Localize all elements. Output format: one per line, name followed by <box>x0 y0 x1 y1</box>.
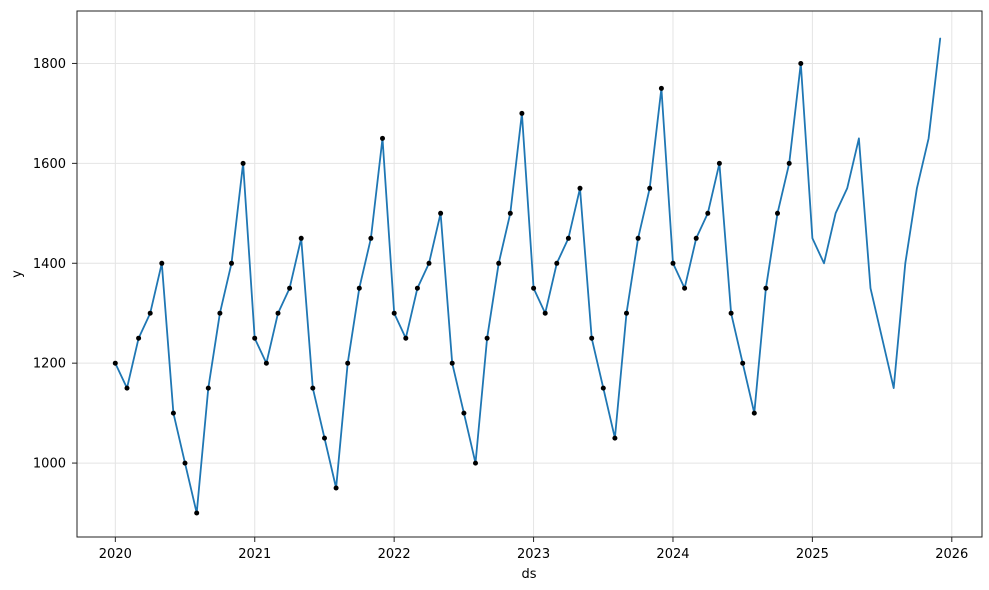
data-point-marker <box>798 61 804 66</box>
data-point-marker <box>670 260 676 266</box>
series-line <box>114 37 942 514</box>
x-tick-label: 2026 <box>935 547 968 562</box>
data-point-marker <box>763 285 769 291</box>
data-point-marker <box>775 210 780 216</box>
data-point-marker <box>298 235 304 241</box>
data-point-marker <box>786 160 792 166</box>
data-point-marker <box>275 310 281 316</box>
data-point-marker <box>170 410 176 416</box>
data-point-marker <box>658 85 664 91</box>
y-tick-label: 1200 <box>33 357 66 372</box>
x-tick-label: 2022 <box>378 547 411 562</box>
data-point-marker <box>716 160 722 166</box>
y-tick-label: 1000 <box>33 457 66 472</box>
plot-border <box>76 10 983 538</box>
data-point-marker <box>182 460 188 466</box>
data-point-marker <box>473 460 478 466</box>
data-point-marker <box>333 485 339 491</box>
data-point-marker <box>252 335 258 341</box>
data-point-marker <box>136 335 142 341</box>
data-point-marker <box>356 285 362 291</box>
x-tick-label: 2020 <box>99 547 132 562</box>
data-point-marker <box>322 435 327 441</box>
data-point-marker <box>229 260 234 266</box>
data-point-marker <box>240 160 246 166</box>
data-point-marker <box>705 210 711 216</box>
data-point-marker <box>194 510 200 516</box>
data-point-marker <box>287 285 293 291</box>
data-point-marker <box>647 185 653 191</box>
data-point-marker <box>205 385 211 391</box>
data-point-marker <box>159 260 165 266</box>
data-point-marker <box>496 260 502 266</box>
data-point-marker <box>624 310 629 316</box>
data-point-marker <box>740 360 746 366</box>
data-point-marker <box>438 210 444 216</box>
grid-layer <box>77 11 982 537</box>
data-point-marker <box>635 235 641 241</box>
x-tick-label: 2025 <box>796 547 829 562</box>
data-point-marker <box>449 360 455 366</box>
y-tick-label: 1600 <box>33 157 66 172</box>
data-point-marker <box>542 310 548 316</box>
data-point-marker <box>368 235 374 241</box>
x-tick-label: 2023 <box>517 547 550 562</box>
data-point-marker <box>414 285 420 291</box>
data-point-marker <box>124 385 130 391</box>
y-tick-label: 1400 <box>33 257 66 272</box>
axis-layer: 2020 2021 2022 2023 2024 2025 2026 1000 1200 1400… <box>33 10 983 562</box>
y-tick-label: 1800 <box>33 57 66 72</box>
data-point-marker <box>565 235 571 241</box>
data-point-marker <box>531 285 537 291</box>
data-point-marker <box>589 335 595 341</box>
x-tick-label: 2021 <box>238 547 271 562</box>
data-point-marker <box>217 310 223 316</box>
data-point-marker <box>345 360 351 366</box>
data-layer <box>112 37 942 516</box>
data-point-marker <box>380 135 385 141</box>
data-point-marker <box>612 435 618 441</box>
data-point-marker <box>600 385 606 391</box>
data-point-marker <box>693 235 699 241</box>
data-point-marker <box>263 360 269 366</box>
data-point-marker <box>728 310 734 316</box>
data-point-marker <box>682 285 688 291</box>
data-point-marker <box>426 260 432 266</box>
data-point-marker <box>484 335 490 341</box>
data-point-marker <box>554 260 560 266</box>
data-point-marker <box>403 335 409 341</box>
x-axis-label: ds <box>521 567 536 582</box>
data-point-marker <box>310 385 316 391</box>
data-point-marker <box>519 110 525 116</box>
data-point-marker <box>751 410 757 416</box>
y-axis-label: y <box>10 270 25 278</box>
data-point-marker <box>507 210 513 216</box>
data-point-marker <box>461 410 467 416</box>
x-tick-label: 2024 <box>656 547 689 562</box>
data-point-marker <box>577 185 583 191</box>
data-point-marker <box>112 360 118 366</box>
data-point-marker <box>147 310 153 316</box>
data-point-marker <box>391 310 397 316</box>
